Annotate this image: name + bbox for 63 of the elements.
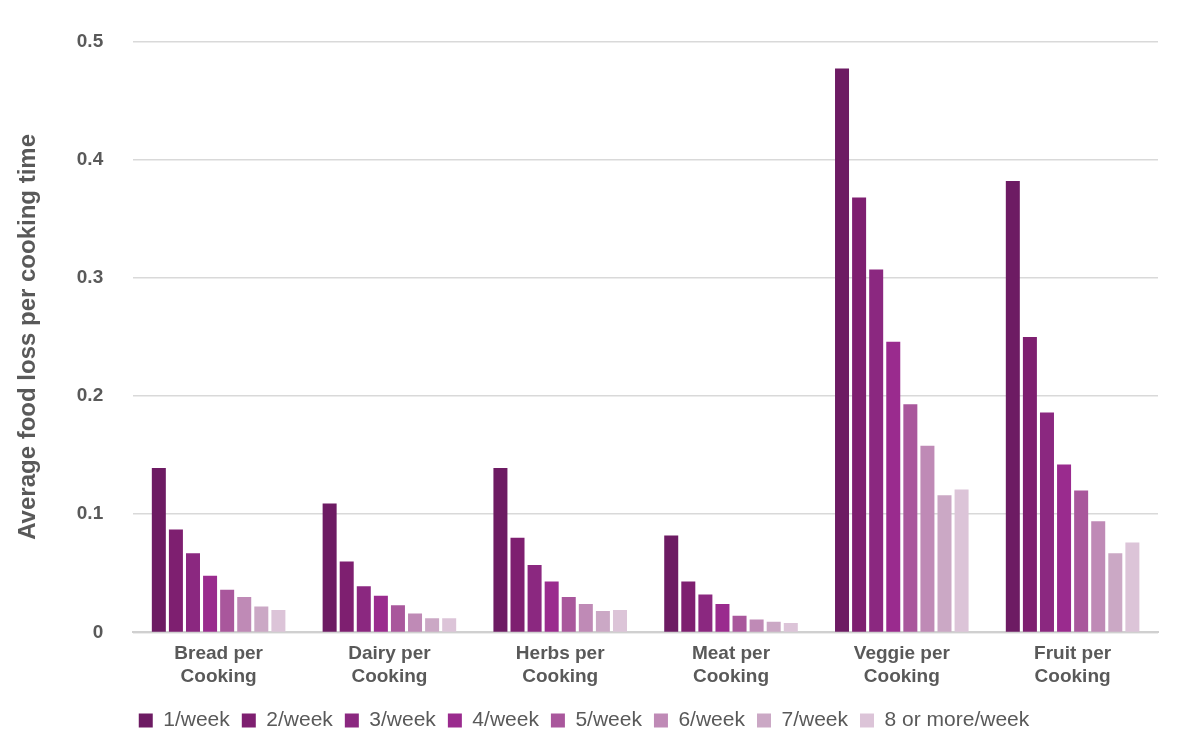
bar <box>527 565 542 632</box>
bar <box>493 468 508 632</box>
bar <box>185 553 200 632</box>
bar <box>852 197 867 632</box>
bar <box>732 615 747 632</box>
bar <box>151 468 166 632</box>
y-tick-label: 0 <box>92 620 104 642</box>
x-tick-label: Veggie per Cooking <box>853 642 951 686</box>
legend-label: 5/week <box>575 707 643 731</box>
bar <box>1039 412 1054 632</box>
legend-label: 6/week <box>678 707 746 731</box>
bar <box>937 495 952 632</box>
bar <box>168 529 183 632</box>
bar <box>510 537 525 632</box>
bar <box>203 575 218 632</box>
y-tick-label: 0.3 <box>76 266 104 288</box>
legend-label: 7/week <box>781 707 849 731</box>
bar <box>1057 464 1072 632</box>
bar <box>254 606 269 632</box>
bar <box>920 445 935 632</box>
bar <box>339 561 354 632</box>
bar <box>595 611 610 632</box>
bar <box>749 619 764 632</box>
legend-label: 1/week <box>163 707 231 731</box>
x-tick-label: Fruit per Cooking <box>1034 642 1112 686</box>
x-tick-label: Dairy per Cooking <box>348 642 432 686</box>
bar <box>869 269 884 632</box>
bar <box>766 621 781 632</box>
bar <box>664 535 679 632</box>
bar <box>681 581 696 632</box>
y-tick-label: 0.2 <box>76 384 104 406</box>
y-tick-label: 0.4 <box>76 147 104 169</box>
bar <box>578 604 593 632</box>
bar <box>1022 336 1037 632</box>
bar <box>715 604 730 632</box>
bar <box>390 605 405 632</box>
bar <box>220 589 235 632</box>
bar <box>1108 553 1123 632</box>
bar <box>1091 521 1106 632</box>
bar <box>835 68 850 632</box>
y-tick-label: 0.5 <box>76 29 104 51</box>
bar <box>886 341 901 632</box>
y-axis-title: Average food loss per cooking time <box>13 133 41 540</box>
bar <box>1005 180 1020 632</box>
bar <box>322 503 337 632</box>
legend-label: 8 or more/week <box>884 707 1030 731</box>
bar <box>903 404 918 632</box>
y-tick-label: 0.1 <box>76 502 104 524</box>
x-tick-label: Meat per Cooking <box>691 642 771 686</box>
legend-label: 4/week <box>472 707 540 731</box>
bar <box>698 594 713 632</box>
x-tick-label: Bread per Cooking <box>174 642 264 686</box>
x-tick-label: Herbs per Cooking <box>515 642 606 686</box>
bar <box>1074 490 1089 632</box>
bar <box>237 596 252 632</box>
bar <box>425 618 440 632</box>
bar <box>356 586 371 632</box>
bar <box>561 596 576 632</box>
legend-label: 3/week <box>369 707 437 731</box>
bar <box>373 595 388 632</box>
bar <box>544 581 559 632</box>
bar <box>408 613 423 632</box>
legend-label: 2/week <box>266 707 334 731</box>
